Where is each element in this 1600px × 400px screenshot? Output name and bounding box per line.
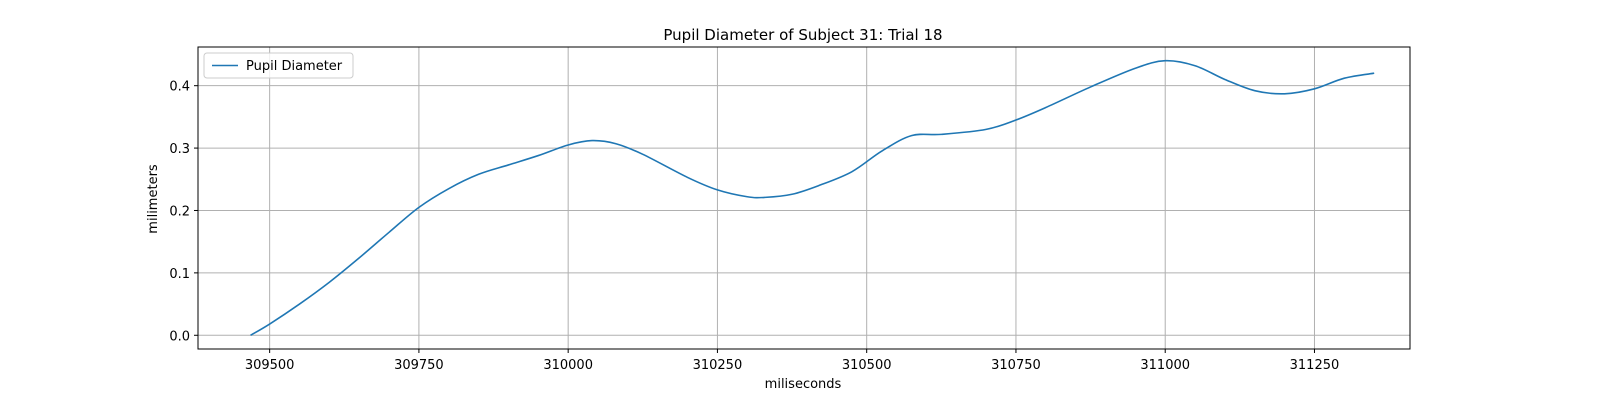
y-axis-label: milimeters [146,164,161,234]
x-tick-label: 310750 [991,358,1041,373]
x-tick-label: 310500 [842,358,892,373]
y-axis: 0.0 0.1 0.2 0.3 0.4 [169,80,198,344]
x-tick-label: 310000 [543,358,593,373]
chart-title: Pupil Diameter of Subject 31: Trial 18 [663,26,942,44]
legend-box [203,52,354,79]
plot-area [250,59,1375,336]
y-tick-label: 0.4 [169,80,190,95]
y-tick-label: 0.1 [169,267,190,282]
grid-lines [198,47,1410,349]
axes-frame [197,46,1411,350]
series-line-pupil-diameter [250,59,1375,336]
x-axis: 309500 309750 310000 310250 310500 310750 3110… [245,349,1339,373]
x-axis-label: miliseconds [765,377,842,392]
y-tick-label: 0.2 [169,204,190,219]
x-tick-label: 309750 [394,358,444,373]
y-tick-label: 0.0 [169,329,190,344]
x-tick-label: 310250 [693,358,743,373]
x-tick-label: 311250 [1290,358,1340,373]
x-tick-label: 311000 [1140,358,1190,373]
legend: Pupil Diameter [203,52,354,79]
legend-label: Pupil Diameter [246,59,343,74]
y-tick-label: 0.3 [169,142,190,157]
x-tick-label: 309500 [245,358,295,373]
